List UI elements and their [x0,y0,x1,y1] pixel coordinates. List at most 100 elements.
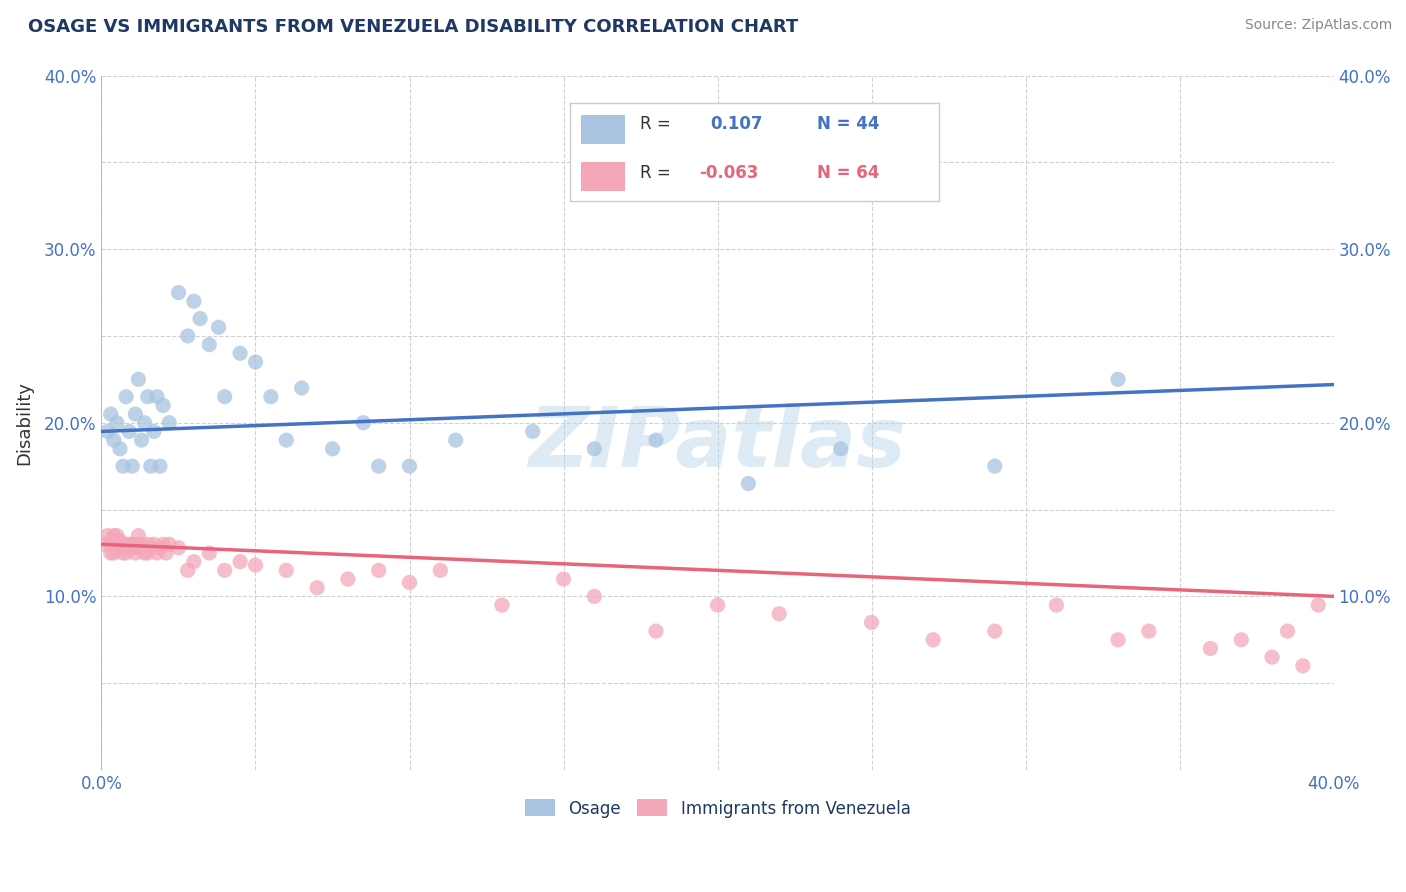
Point [336,572,359,586]
Point [105,416,128,430]
Point [1261,650,1284,665]
Point [398,575,420,590]
Point [245,355,267,369]
Point [152,537,174,551]
Point [127,528,149,542]
Point [142,537,165,551]
Point [157,416,180,430]
Point [553,572,575,586]
Point [127,372,149,386]
Point [183,294,205,309]
Point [149,459,172,474]
Point [124,546,146,560]
Point [115,390,138,404]
Point [737,476,759,491]
Point [152,398,174,412]
Point [276,563,298,577]
Point [429,563,451,577]
Point [1137,624,1160,639]
Point [198,337,221,351]
Point [97,528,120,542]
Point [1107,632,1129,647]
Point [167,541,190,555]
Point [112,546,135,560]
Point [115,546,138,560]
Point [131,433,153,447]
Point [830,442,852,456]
Point [367,459,389,474]
Point [131,537,153,551]
Point [139,541,162,555]
Point [229,555,252,569]
Point [245,558,267,573]
Point [229,346,252,360]
Point [367,563,389,577]
Point [155,546,177,560]
Text: Source: ZipAtlas.com: Source: ZipAtlas.com [1244,18,1392,32]
Point [321,442,343,456]
Point [124,537,146,551]
Point [100,407,122,421]
Point [127,541,149,555]
Point [583,590,606,604]
Point [157,537,180,551]
Y-axis label: Disability: Disability [15,381,32,465]
Point [108,541,131,555]
Point [768,607,790,621]
Point [121,541,143,555]
Point [118,541,141,555]
Point [1107,372,1129,386]
Point [291,381,314,395]
Point [444,433,467,447]
Point [522,425,544,439]
Point [984,459,1007,474]
Point [118,425,141,439]
Point [214,390,236,404]
Point [108,533,131,548]
Point [177,563,200,577]
Point [136,546,159,560]
Point [121,459,143,474]
Point [207,320,229,334]
Point [214,563,236,577]
Point [149,541,172,555]
Point [112,537,135,551]
Point [97,425,120,439]
Point [583,442,606,456]
Point [260,390,283,404]
Point [124,407,146,421]
Point [1199,641,1222,656]
Point [103,528,125,542]
Point [706,598,728,612]
Point [984,624,1007,639]
Point [136,390,159,404]
Point [183,555,205,569]
Point [352,416,374,430]
Point [177,329,200,343]
Point [307,581,329,595]
Point [645,624,668,639]
Point [121,537,143,551]
Point [93,537,115,551]
Point [103,546,125,560]
Text: OSAGE VS IMMIGRANTS FROM VENEZUELA DISABILITY CORRELATION CHART: OSAGE VS IMMIGRANTS FROM VENEZUELA DISAB… [28,18,799,36]
Point [105,537,128,551]
Point [100,537,122,551]
Point [1292,658,1315,673]
Point [922,632,945,647]
Point [645,433,668,447]
Point [118,537,141,551]
Point [139,459,162,474]
Point [146,390,169,404]
Legend: Osage, Immigrants from Venezuela: Osage, Immigrants from Venezuela [517,793,917,824]
Point [134,416,156,430]
Point [1277,624,1299,639]
Point [188,311,211,326]
Point [142,425,165,439]
Point [276,433,298,447]
Point [136,537,159,551]
Point [112,459,135,474]
Point [146,546,169,560]
Point [398,459,420,474]
Point [105,528,128,542]
